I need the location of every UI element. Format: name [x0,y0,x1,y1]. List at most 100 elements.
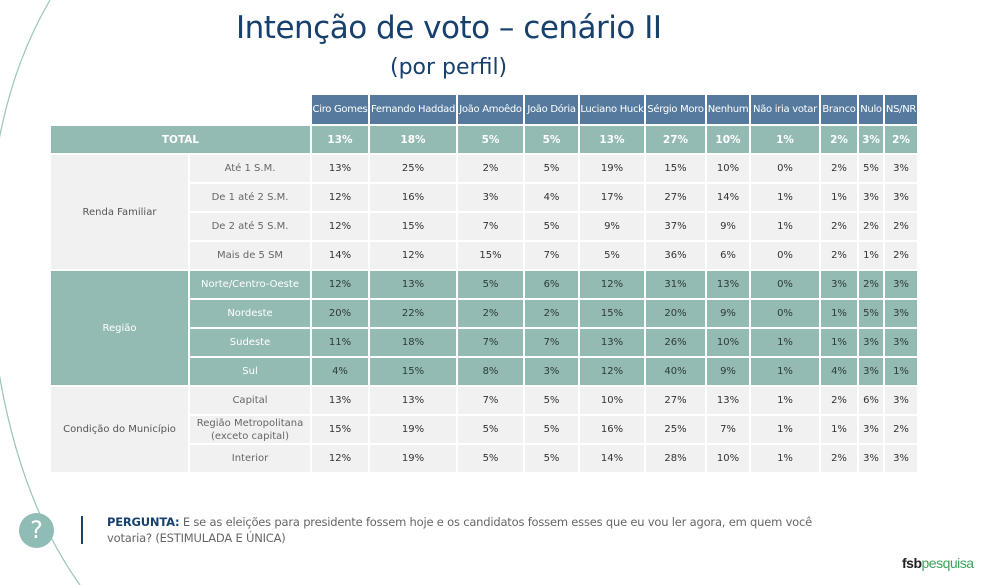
column-header: Não iria votar [749,93,821,126]
column-header: Nulo [857,93,885,126]
data-cell: 5% [523,443,580,474]
data-cell: 0% [749,298,821,329]
data-cell: 2% [819,443,859,474]
data-cell: 0% [749,269,821,300]
data-cell: 9% [705,298,751,329]
data-cell: 25% [644,414,707,445]
data-cell: 6% [523,269,580,300]
data-cell: 40% [644,356,707,387]
table-row: Região Norte/Centro-Oeste 12% 13% 5% 6% 12% 31%… [49,269,919,387]
data-cell: 14% [310,240,370,271]
data-cell: 13% [310,385,370,416]
data-cell: 10% [705,153,751,184]
data-cell: 10% [705,443,751,474]
data-cell: 16% [368,182,458,213]
data-cell: 2% [819,211,859,242]
question-divider [81,516,83,544]
data-cell: 31% [644,269,707,300]
data-cell: 12% [310,269,370,300]
data-cell: 13% [310,153,370,184]
data-cell: 2% [883,211,919,242]
total-cell: 1% [749,124,821,155]
data-cell: 0% [749,240,821,271]
row-label: Nordeste [188,298,312,329]
data-cell: 1% [749,327,821,358]
data-cell: 13% [368,385,458,416]
row-label: Sudeste [188,327,312,358]
data-cell: 9% [705,211,751,242]
page-title: Intenção de voto – cenário II [236,10,662,46]
data-cell: 12% [310,211,370,242]
table-row: Sudeste 11% 18% 7% 7% 13% 26% 10% 1% 1% 3% 3% [50,327,919,358]
total-cell: 3% [857,124,885,155]
table-row: Mais de 5 SM 14% 12% 15% 7% 5% 36% 6% 0% 2% 1% 2% [50,240,919,271]
data-cell: 12% [310,443,370,474]
data-cell: 3% [883,182,919,213]
data-cell: 1% [819,182,859,213]
data-cell: 0% [749,153,821,184]
column-header: Branco [819,93,859,126]
total-cell: 2% [819,124,859,155]
data-cell: 12% [368,240,458,271]
data-cell: 22% [368,298,458,329]
data-cell: 3% [883,153,919,184]
column-header: João Dória [523,93,580,126]
data-cell: 1% [749,356,821,387]
table-row: Região Metropolitana (exceto capital) 15% 1… [50,414,919,445]
data-cell: 18% [368,327,458,358]
data-cell: 1% [883,356,919,387]
data-cell: 7% [523,240,580,271]
table-row: Nordeste 20% 22% 2% 2% 15% 20% 9% 0% 1% 5% 3% [50,298,919,329]
row-label-line: (exceto capital) [211,430,289,442]
data-cell: 1% [749,385,821,416]
data-cell: 3% [857,414,885,445]
logo-fsb: fsb [902,555,922,571]
data-cell: 4% [819,356,859,387]
question-mark-icon: ? [19,513,54,548]
data-cell: 2% [456,153,525,184]
column-header: Nenhum [705,93,751,126]
data-cell: 13% [578,327,646,358]
fsb-pesquisa-logo: fsbpesquisa [902,555,974,571]
data-cell: 5% [456,414,525,445]
table-row: De 2 até 5 S.M. 12% 15% 7% 5% 9% 37% 9% 1% 2% 2% 2% [50,211,919,242]
data-cell: 5% [523,385,580,416]
data-cell: 2% [883,240,919,271]
row-label: Região Metropolitana (exceto capital) [188,414,312,445]
data-cell: 13% [705,385,751,416]
group-label: Região [49,269,190,387]
data-cell: 7% [705,414,751,445]
data-cell: 1% [749,182,821,213]
data-cell: 15% [456,240,525,271]
data-cell: 1% [749,211,821,242]
data-cell: 3% [857,182,885,213]
data-cell: 19% [368,414,458,445]
data-cell: 7% [456,211,525,242]
total-cell: 10% [705,124,751,155]
data-cell: 27% [644,182,707,213]
column-header: Ciro Gomes [310,93,370,126]
data-cell: 1% [819,298,859,329]
data-cell: 25% [368,153,458,184]
page-subtitle: (por perfil) [390,55,508,80]
data-cell: 13% [705,269,751,300]
total-row: TOTAL 13% 18% 5% 5% 13% 27% 10% 1% 2% 3% 2% [49,124,919,155]
data-cell: 1% [857,240,885,271]
data-cell: 14% [578,443,646,474]
data-cell: 15% [368,211,458,242]
data-cell: 1% [819,414,859,445]
data-cell: 3% [883,269,919,300]
data-cell: 5% [456,269,525,300]
data-cell: 10% [578,385,646,416]
data-cell: 2% [819,240,859,271]
data-cell: 19% [368,443,458,474]
data-cell: 3% [883,443,919,474]
data-cell: 1% [749,414,821,445]
data-cell: 5% [523,414,580,445]
total-cell: 2% [883,124,919,155]
data-cell: 3% [857,356,885,387]
data-cell: 27% [644,385,707,416]
total-cell: 13% [310,124,370,155]
data-cell: 2% [456,298,525,329]
data-cell: 3% [883,327,919,358]
